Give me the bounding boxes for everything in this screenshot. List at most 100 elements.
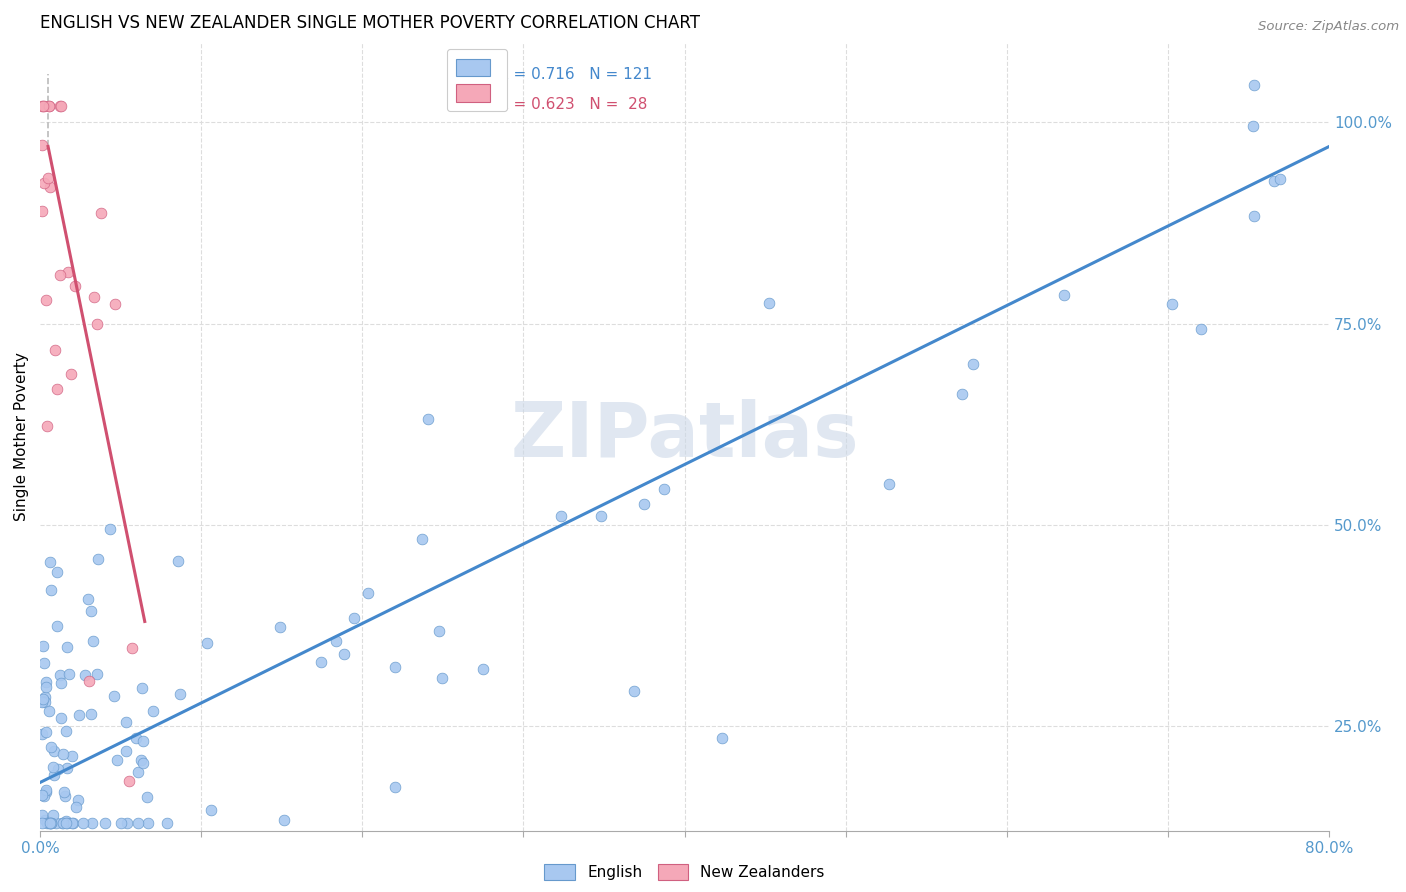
Point	[98, 522, 121, 536]
Point	[56, 761, 79, 775]
Point	[42, 807, 65, 822]
Point	[49, 667, 72, 681]
Point	[41, 740, 63, 755]
Point	[60, 815, 83, 830]
Point	[37, 418, 59, 433]
Point	[63, 279, 86, 293]
Point	[73, 668, 96, 682]
Point	[45, 619, 67, 633]
Point	[31, 808, 53, 822]
Point	[309, 655, 332, 669]
Point	[115, 714, 138, 729]
Point	[411, 532, 433, 546]
Point	[38, 704, 60, 718]
Point	[35, 784, 58, 798]
Point	[52, 747, 75, 761]
Point	[34, 789, 56, 803]
Point	[60, 749, 83, 764]
Legend: English, New Zealanders: English, New Zealanders	[538, 858, 831, 887]
Point	[80, 815, 103, 830]
Point	[31, 99, 53, 113]
Point	[35, 293, 58, 307]
Point	[132, 756, 155, 770]
Point	[962, 358, 984, 372]
Point	[39, 583, 62, 598]
Point	[31, 695, 53, 709]
Point	[550, 508, 572, 523]
Point	[82, 634, 104, 648]
Y-axis label: Single Mother Poverty: Single Mother Poverty	[14, 351, 30, 521]
Point	[31, 694, 53, 708]
Text: ENGLISH VS NEW ZEALANDER SINGLE MOTHER POVERTY CORRELATION CHART: ENGLISH VS NEW ZEALANDER SINGLE MOTHER P…	[39, 14, 700, 32]
Point	[32, 639, 55, 653]
Point	[103, 690, 125, 704]
Point	[31, 815, 53, 830]
Point	[67, 793, 90, 807]
Point	[39, 179, 62, 194]
Point	[103, 297, 125, 311]
Text: R = 0.623   N =  28: R = 0.623 N = 28	[498, 97, 647, 112]
Point	[37, 171, 59, 186]
Point	[121, 641, 143, 656]
Point	[32, 99, 55, 113]
Point	[1263, 174, 1285, 188]
Point	[950, 387, 973, 401]
Point	[343, 611, 366, 625]
Point	[623, 683, 645, 698]
Point	[53, 789, 76, 804]
Point	[39, 815, 62, 830]
Point	[1161, 296, 1184, 310]
Point	[1243, 209, 1265, 223]
Point	[38, 99, 60, 113]
Point	[427, 624, 450, 638]
Point	[136, 815, 159, 830]
Point	[1243, 78, 1265, 92]
Point	[39, 555, 62, 569]
Point	[39, 815, 62, 830]
Point	[45, 815, 67, 830]
Point	[156, 815, 179, 830]
Point	[90, 206, 112, 220]
Point	[48, 99, 70, 113]
Point	[200, 804, 222, 818]
Point	[34, 690, 56, 705]
Point	[44, 768, 66, 782]
Point	[31, 204, 53, 219]
Point	[31, 864, 53, 879]
Point	[38, 99, 60, 113]
Point	[125, 731, 148, 745]
Point	[195, 636, 218, 650]
Point	[65, 800, 87, 814]
Point	[49, 99, 72, 113]
Point	[142, 704, 165, 718]
Point	[269, 620, 291, 634]
Point	[1053, 287, 1076, 301]
Point	[105, 754, 128, 768]
Point	[55, 815, 77, 830]
Point	[652, 483, 675, 497]
Point	[38, 815, 60, 830]
Point	[45, 382, 67, 396]
Point	[169, 687, 191, 701]
Point	[35, 782, 58, 797]
Point	[80, 707, 103, 722]
Point	[35, 815, 58, 830]
Point	[117, 815, 139, 830]
Point	[273, 813, 295, 827]
Point	[1241, 120, 1264, 134]
Point	[135, 790, 157, 805]
Point	[58, 667, 80, 681]
Point	[35, 680, 58, 694]
Point	[94, 815, 117, 830]
Point	[86, 317, 108, 331]
Point	[51, 815, 73, 830]
Point	[77, 674, 100, 689]
Point	[117, 773, 139, 788]
Point	[591, 508, 613, 523]
Point	[49, 268, 72, 282]
Point	[86, 667, 108, 681]
Point	[877, 477, 900, 491]
Point	[32, 99, 55, 113]
Point	[34, 695, 56, 709]
Point	[35, 674, 58, 689]
